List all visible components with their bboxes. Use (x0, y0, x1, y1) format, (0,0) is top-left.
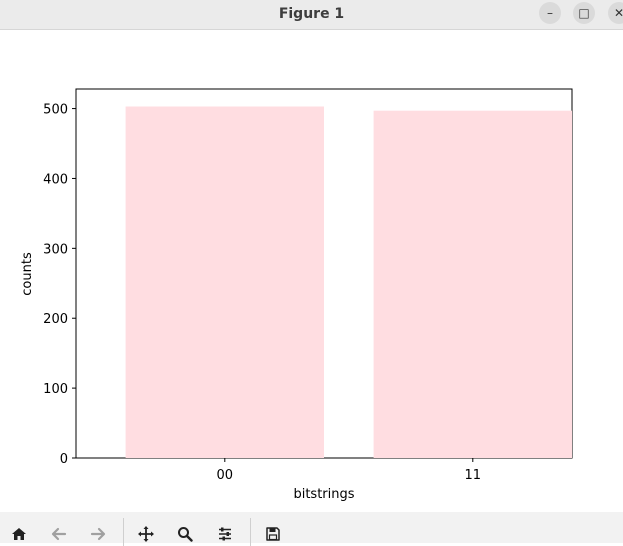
x-tick-label: 00 (217, 468, 234, 483)
bar-11 (373, 110, 572, 458)
toolbar-separator (250, 518, 251, 546)
y-tick-label: 500 (43, 103, 68, 118)
back-arrow-icon (51, 527, 67, 541)
y-tick-label: 0 (60, 452, 68, 467)
configure-subplots-icon (219, 527, 231, 541)
home-button[interactable] (8, 523, 30, 545)
figure-canvas[interactable]: 0 100 200 300 400 500 00 11 bitstrings counts (0, 30, 623, 512)
y-tick-label: 200 (43, 312, 68, 327)
y-tick-label: 100 (43, 382, 68, 397)
maximize-button[interactable]: □ (573, 2, 595, 24)
bars-group (125, 106, 572, 458)
navigation-toolbar (0, 512, 623, 546)
x-ticks-group: 00 11 (217, 458, 482, 483)
bar-00 (125, 106, 324, 458)
zoom-icon (178, 527, 193, 542)
bar-chart: 0 100 200 300 400 500 00 11 bitstrings counts (20, 88, 573, 502)
y-ticks-group: 0 100 200 300 400 500 (43, 103, 76, 467)
pan-icon (138, 526, 154, 542)
x-tick-label: 11 (465, 468, 482, 483)
y-tick-label: 400 (43, 172, 68, 187)
back-button[interactable] (48, 523, 70, 545)
home-icon (12, 528, 26, 540)
close-button[interactable]: ✕ (608, 2, 623, 24)
y-axis-label: counts (20, 252, 35, 296)
forward-button[interactable] (87, 523, 109, 545)
y-tick-label: 300 (43, 242, 68, 257)
save-button[interactable] (262, 523, 284, 545)
pan-button[interactable] (135, 523, 157, 545)
zoom-button[interactable] (174, 523, 196, 545)
configure-subplots-button[interactable] (214, 523, 236, 545)
x-axis-label: bitstrings (293, 487, 354, 502)
save-icon (266, 527, 280, 541)
forward-arrow-icon (90, 527, 106, 541)
window-titlebar: Figure 1 – □ ✕ (0, 0, 623, 30)
minimize-button[interactable]: – (539, 2, 561, 24)
toolbar-separator (123, 518, 124, 546)
window-title: Figure 1 (278, 6, 345, 22)
